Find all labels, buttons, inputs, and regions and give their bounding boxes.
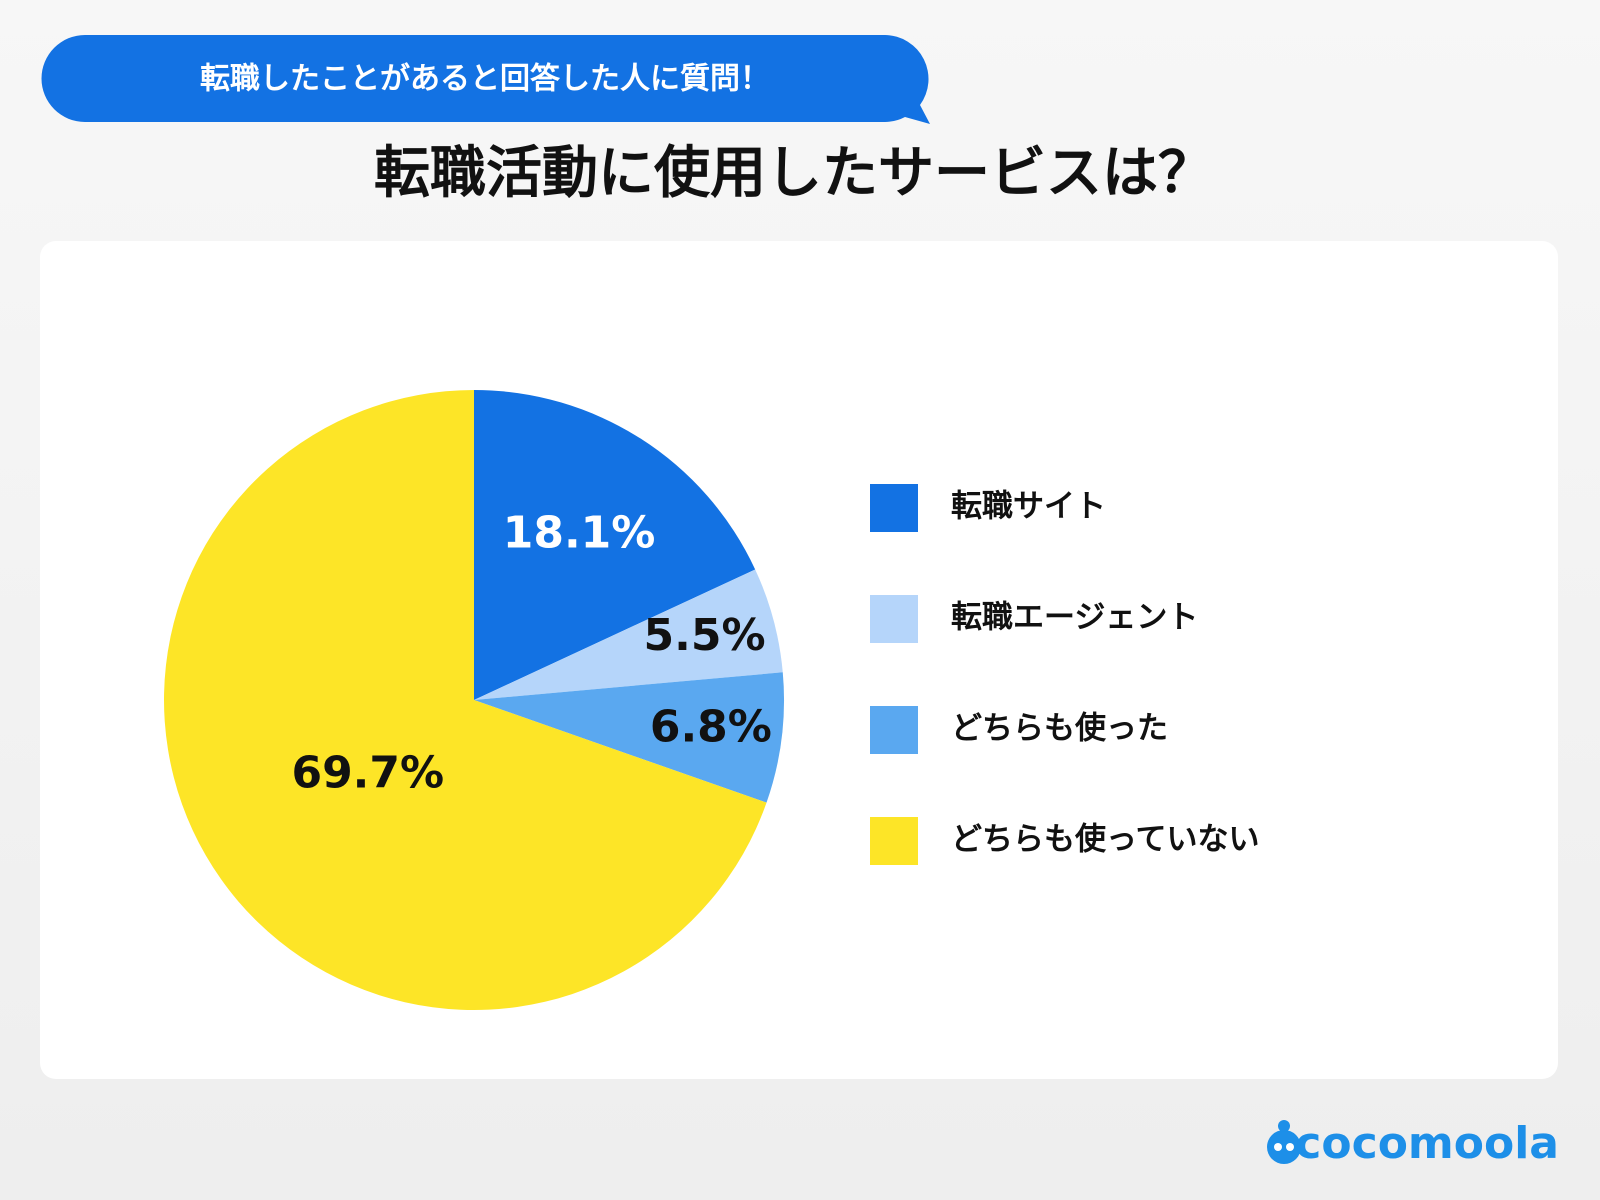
legend-label: 転職エージェント (951, 600, 1198, 636)
logo-icon (1267, 1130, 1301, 1164)
pie-slice (474, 672, 785, 803)
chart-subtitle: 転職したことがあると回答した人に質問！ (200, 62, 770, 97)
legend-label: どちらも使った (951, 711, 1168, 747)
chart-title: 転職活動に使用したサービスは？ (374, 141, 1214, 206)
logo-icon-top (1278, 1120, 1290, 1132)
logo-eye (1274, 1143, 1282, 1151)
value-label: 69.7% (291, 747, 444, 798)
pie-slice (474, 569, 783, 700)
pie-slice (474, 390, 756, 700)
legend-label: 転職サイト (951, 489, 1106, 525)
logo-text: cocomoola (1295, 1118, 1559, 1169)
value-label: 5.5% (644, 610, 766, 661)
legend-swatch (870, 484, 918, 532)
logo-eye (1286, 1143, 1294, 1151)
value-label: 6.8% (650, 702, 772, 753)
legend-label: どちらも使っていない (951, 822, 1259, 858)
legend-swatch (870, 595, 918, 643)
legend-swatch (870, 706, 918, 754)
logo: cocomoola (1267, 1118, 1559, 1169)
value-label: 18.1% (503, 507, 656, 558)
legend-swatch (870, 817, 918, 865)
pie-slice (164, 390, 767, 1010)
question-bubble (41, 35, 930, 124)
